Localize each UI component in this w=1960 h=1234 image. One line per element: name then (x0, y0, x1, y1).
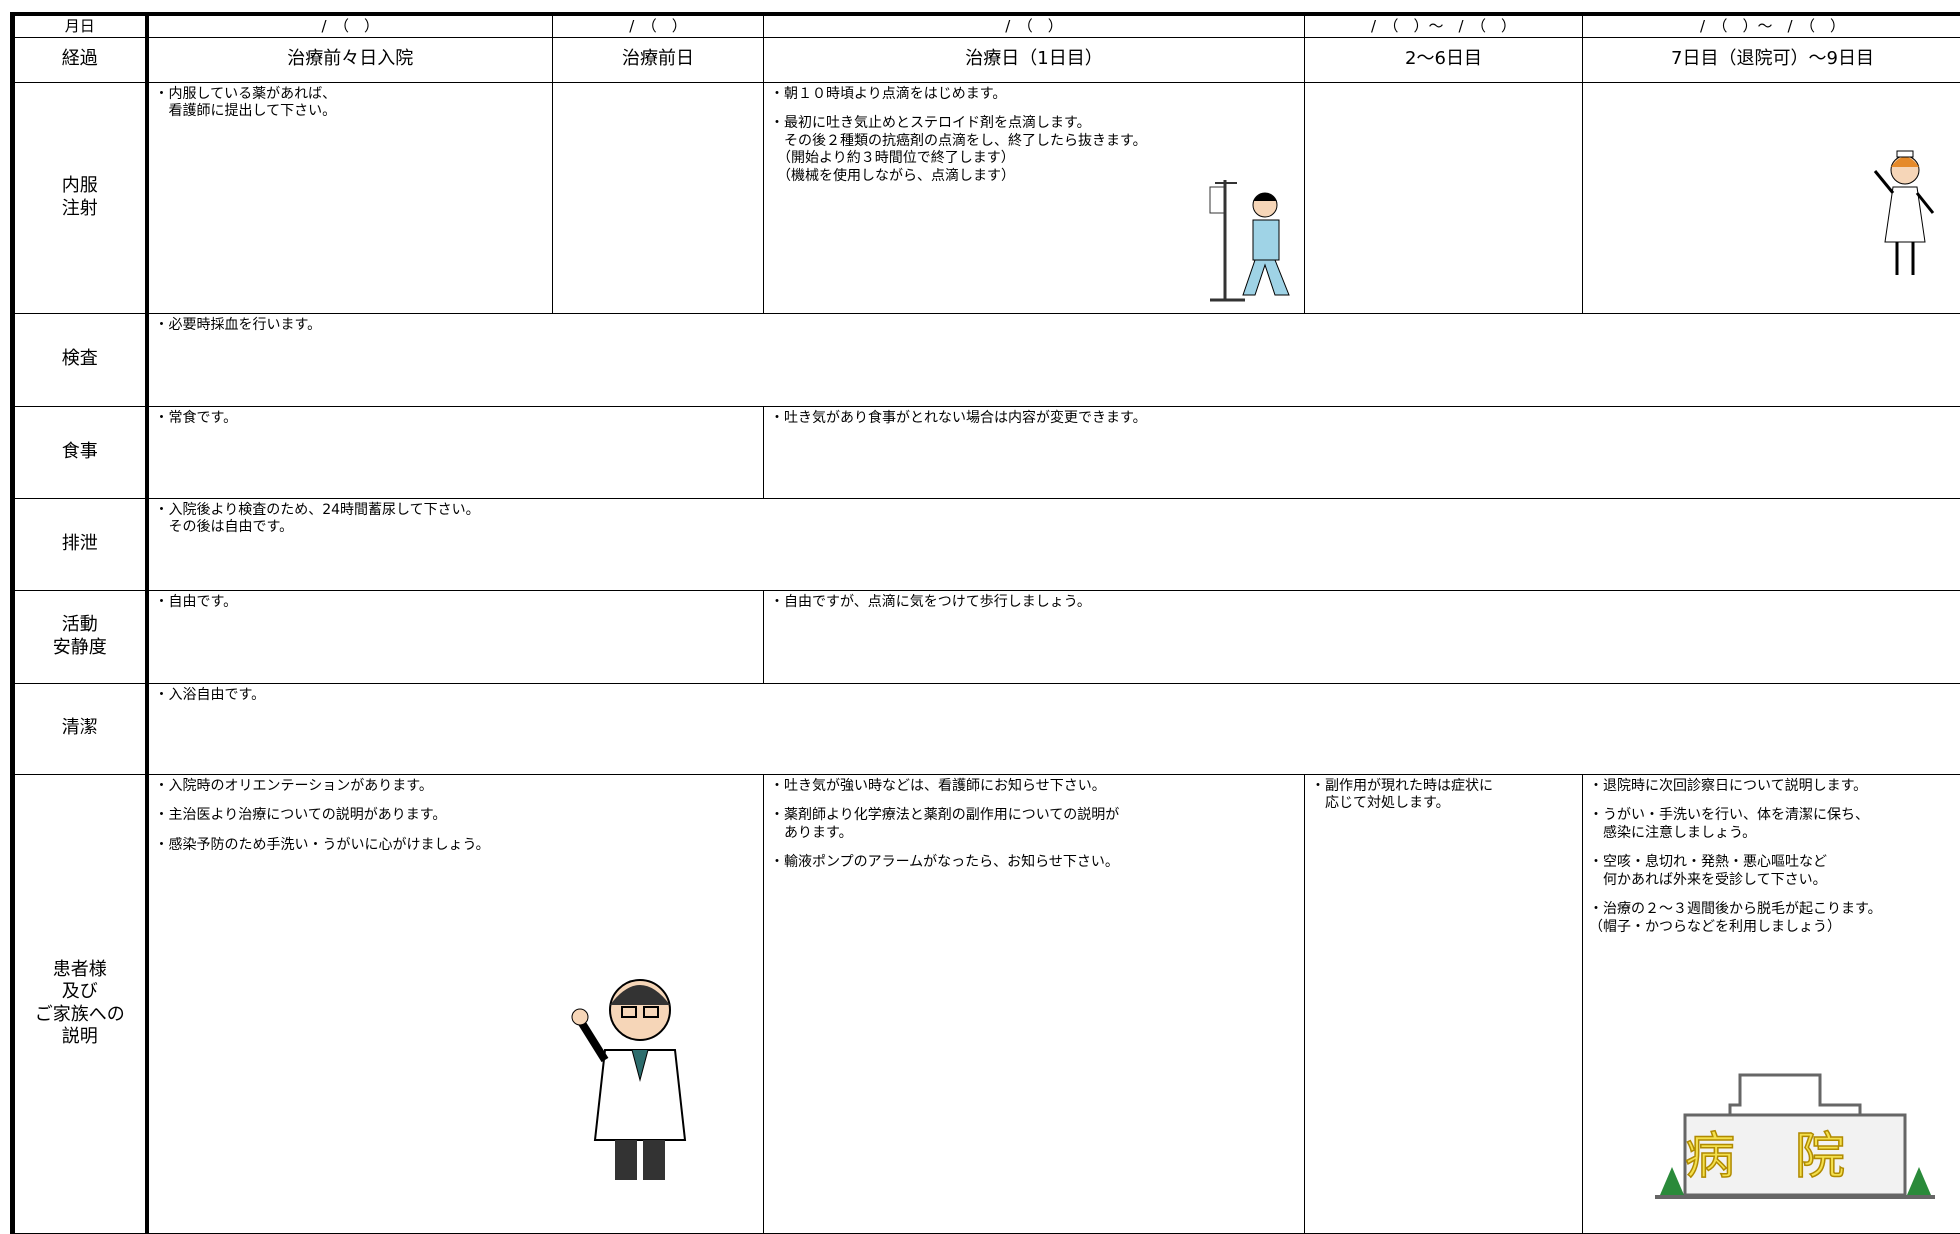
cell: / （ ） (553, 14, 764, 37)
paragraph: ・内服している薬があれば、 看護師に提出して下さい。 (155, 86, 547, 121)
table-row: 検査・必要時採血を行います。 (13, 313, 1960, 406)
paragraph: ・入院後より検査のため、24時間蓄尿して下さい。 その後は自由です。 (155, 502, 1957, 537)
doctor-illustration (570, 965, 705, 1190)
cell: ・入浴自由です。 (147, 683, 1960, 774)
row-header: 食事 (13, 406, 147, 498)
row-header: 清潔 (13, 683, 147, 774)
paragraph: ・常食です。 (155, 410, 758, 428)
paragraph: ・入院時のオリエンテーションがあります。 (155, 778, 758, 796)
paragraph: ・入浴自由です。 (155, 687, 1957, 705)
row-header: 内服 注射 (13, 82, 147, 313)
paragraph: ・輸液ポンプのアラームがなったら、お知らせ下さい。 (770, 854, 1298, 872)
row-header: 排泄 (13, 498, 147, 590)
cell: ・常食です。 (147, 406, 764, 498)
paragraph: ・自由です。 (155, 594, 758, 612)
table-row: 清潔・入浴自由です。 (13, 683, 1960, 774)
cell: 7日目（退院可）～9日目 (1583, 37, 1960, 82)
iv-patient-illustration (1205, 175, 1305, 310)
cell (553, 82, 764, 313)
paragraph: ・空咳・息切れ・発熱・悪心嘔吐など 何かあれば外来を受診して下さい。 (1589, 854, 1956, 889)
paragraph: ・吐き気が強い時などは、看護師にお知らせ下さい。 (770, 778, 1298, 796)
cell: ・自由ですが、点滴に気をつけて歩行しましょう。 (764, 590, 1960, 683)
hospital-sign: 病院 (1685, 1127, 1905, 1185)
paragraph: ・うがい・手洗いを行い、体を清潔に保ち、 感染に注意しましょう。 (1589, 807, 1956, 842)
cell: ・吐き気があり食事がとれない場合は内容が変更できます。 (764, 406, 1960, 498)
cell: ・必要時採血を行います。 (147, 313, 1960, 406)
row-header: 月日 (13, 14, 147, 37)
cell: 2～6日目 (1305, 37, 1583, 82)
paragraph: ・吐き気があり食事がとれない場合は内容が変更できます。 (770, 410, 1956, 428)
cell: / （ ） (147, 14, 553, 37)
paragraph: ・治療の２～３週間後から脱毛が起こります。 （帽子・かつらなどを利用しましょう） (1589, 901, 1956, 936)
table-row: 排泄・入院後より検査のため、24時間蓄尿して下さい。 その後は自由です。 (13, 498, 1960, 590)
cell: 治療前日 (553, 37, 764, 82)
cell: / （ ）～ / （ ） (1305, 14, 1583, 37)
paragraph: ・感染予防のため手洗い・うがいに心がけましょう。 (155, 837, 758, 855)
paragraph: ・退院時に次回診察日について説明します。 (1589, 778, 1956, 796)
cell: ・吐き気が強い時などは、看護師にお知らせ下さい。・薬剤師より化学療法と薬剤の副作… (764, 774, 1305, 1233)
paragraph: ・自由ですが、点滴に気をつけて歩行しましょう。 (770, 594, 1956, 612)
cell: ・内服している薬があれば、 看護師に提出して下さい。 (147, 82, 553, 313)
cell: / （ ）～ / （ ） (1583, 14, 1960, 37)
row-header: 検査 (13, 313, 147, 406)
pathway-table: 月日/ （ ）/ （ ）/ （ ）/ （ ）～ / （ ）/ （ ）～ / （ … (10, 12, 1960, 1234)
row-header: 経過 (13, 37, 147, 82)
paragraph: ・主治医より治療についての説明があります。 (155, 807, 758, 825)
cell: 治療前々日入院 (147, 37, 553, 82)
table-row: 月日/ （ ）/ （ ）/ （ ）/ （ ）～ / （ ）/ （ ）～ / （ … (13, 14, 1960, 37)
table-row: 活動 安静度・自由です。・自由ですが、点滴に気をつけて歩行しましょう。 (13, 590, 1960, 683)
cell (1305, 82, 1583, 313)
row-header: 患者様 及び ご家族への 説明 (13, 774, 147, 1233)
cell: ・副作用が現れた時は症状に 応じて対処します。 (1305, 774, 1583, 1233)
table-row: 内服 注射・内服している薬があれば、 看護師に提出して下さい。 ・朝１０時頃より点… (13, 82, 1960, 313)
table-row: 食事・常食です。・吐き気があり食事がとれない場合は内容が変更できます。 (13, 406, 1960, 498)
cell: / （ ） (764, 14, 1305, 37)
paragraph: ・副作用が現れた時は症状に 応じて対処します。 (1311, 778, 1576, 813)
paragraph: ・必要時採血を行います。 (155, 317, 1957, 335)
paragraph: ・朝１０時頃より点滴をはじめます。 (770, 86, 1298, 104)
row-header: 活動 安静度 (13, 590, 147, 683)
cell: ・入院後より検査のため、24時間蓄尿して下さい。 その後は自由です。 (147, 498, 1960, 590)
paragraph: ・薬剤師より化学療法と薬剤の副作用についての説明が あります。 (770, 807, 1298, 842)
cell: ・自由です。 (147, 590, 764, 683)
nurse-illustration (1865, 145, 1945, 290)
cell: 治療日（1日目） (764, 37, 1305, 82)
hospital-illustration: 病院 (1645, 1065, 1945, 1205)
